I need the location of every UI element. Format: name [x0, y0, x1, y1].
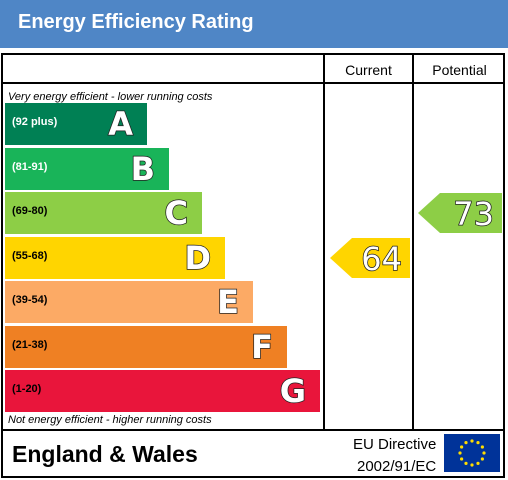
potential-column-divider — [412, 53, 414, 431]
flag-star-icon — [464, 461, 468, 465]
note-inefficient: Not energy efficient - higher running co… — [8, 414, 212, 426]
band-letter: D — [184, 238, 212, 278]
band-e: (39-54) E — [5, 281, 253, 323]
directive-line-2: 2002/91/EC — [357, 458, 437, 475]
band-g: (1-20) G — [5, 370, 320, 412]
flag-star-icon — [458, 451, 462, 455]
band-letter: E — [216, 282, 239, 322]
rating-table — [1, 53, 505, 478]
flag-star-icon — [460, 445, 464, 449]
flag-star-icon — [470, 439, 474, 443]
band-range-label: (1-20) — [12, 383, 42, 395]
band-range-label: (81-91) — [12, 160, 48, 173]
column-potential: Potential — [432, 62, 487, 78]
current-rating-arrow: 64 — [330, 237, 410, 279]
footer-row-divider — [1, 429, 505, 431]
band-b: (81-91) B — [5, 147, 169, 190]
band-range-label: (21-38) — [12, 338, 48, 351]
band-range-label: (55-68) — [12, 249, 48, 262]
header-row-divider — [1, 82, 505, 84]
flag-star-icon — [476, 461, 480, 465]
eu-flag-icon — [444, 434, 500, 472]
flag-star-icon — [480, 457, 484, 461]
band-a: (92 plus) A — [5, 103, 147, 145]
column-current: Current — [345, 62, 392, 78]
band-range-label: (39-54) — [12, 294, 48, 306]
band-d: (55-68) D — [5, 236, 225, 279]
directive-line-1: EU Directive — [353, 436, 437, 453]
flag-star-icon — [482, 451, 486, 455]
band-range-label: (92 plus) — [12, 116, 58, 128]
band-letter: F — [250, 327, 273, 367]
potential-rating-arrow: 73 — [418, 193, 502, 234]
potential-rating-value: 73 — [453, 194, 495, 234]
band-letter: B — [130, 149, 156, 189]
flag-star-icon — [460, 457, 464, 461]
current-arrow-shape — [330, 237, 410, 278]
page-title: Energy Efficiency Rating — [18, 11, 254, 33]
current-rating-value: 64 — [361, 239, 403, 279]
band-range-label: (69-80) — [12, 205, 48, 217]
flag-star-icon — [476, 441, 480, 445]
band-letter: C — [164, 193, 189, 233]
flag-star-icon — [464, 441, 468, 445]
current-column-divider — [323, 53, 325, 431]
header-bar: Energy Efficiency Rating — [0, 0, 508, 48]
region-label: England & Wales — [12, 441, 198, 467]
band-f: (21-38) F — [5, 325, 287, 368]
flag-star-icon — [480, 445, 484, 449]
flag-star-icon — [470, 463, 474, 467]
potential-arrow-shape — [418, 193, 502, 233]
band-letter: G — [279, 371, 307, 411]
band-c: (69-80) C — [5, 192, 202, 234]
note-efficient: Very energy efficient - lower running co… — [8, 91, 213, 103]
band-letter: A — [107, 104, 133, 144]
